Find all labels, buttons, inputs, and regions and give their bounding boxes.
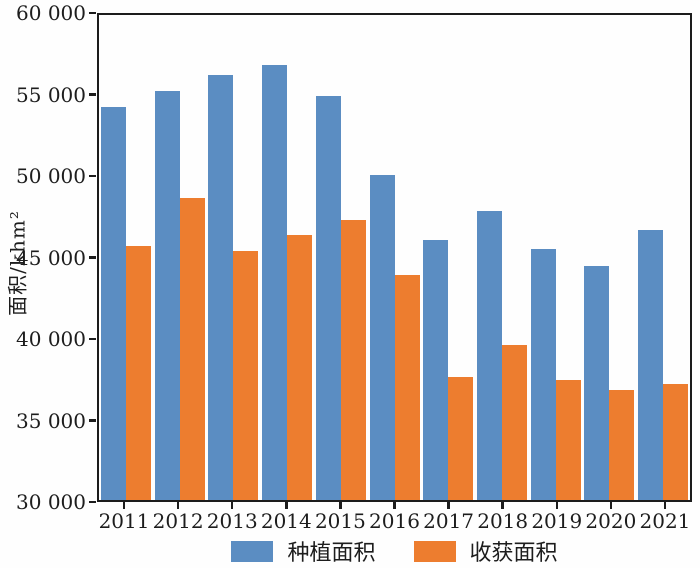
y-tick-label: 55 000 [16, 82, 86, 107]
bar-种植面积-2012 [154, 90, 180, 500]
x-tick-mark [393, 502, 396, 509]
x-tick-label: 2017 [423, 509, 475, 533]
bar-group-2013 [206, 15, 260, 500]
bar-收获面积-2011 [125, 246, 151, 500]
bar-种植面积-2015 [315, 95, 341, 500]
bar-种植面积-2017 [423, 239, 449, 500]
bar-收获面积-2019 [555, 380, 581, 500]
bar-group-2018 [475, 15, 529, 500]
y-tick-mark [89, 419, 96, 422]
y-tick-mark [89, 500, 96, 504]
legend-swatch-收获面积 [413, 540, 456, 562]
x-tick-label: 2018 [477, 509, 529, 533]
x-tick-label: 2012 [152, 509, 204, 533]
legend-item-种植面积: 种植面积 [231, 535, 376, 567]
bar-group-2020 [583, 15, 637, 500]
y-tick-label: 60 000 [16, 1, 86, 25]
bar-group-2012 [153, 15, 207, 500]
y-tick-label: 35 000 [16, 408, 86, 433]
bar-group-2015 [314, 15, 368, 500]
bar-收获面积-2014 [287, 234, 313, 500]
bar-种植面积-2013 [208, 74, 234, 500]
x-tick-mark [176, 502, 180, 509]
bar-group-2019 [529, 15, 583, 500]
x-tick-mark [663, 502, 667, 509]
x-tick-mark [555, 502, 559, 509]
bar-收获面积-2016 [394, 275, 420, 500]
bar-group-2011 [99, 15, 153, 500]
bar-种植面积-2014 [262, 65, 288, 500]
y-tick-label: 30 000 [16, 490, 86, 514]
x-tick-mark [609, 502, 613, 509]
x-tick-label: 2011 [98, 509, 150, 533]
bars-layer [99, 15, 690, 500]
bar-group-2017 [421, 15, 475, 500]
bar-收获面积-2015 [340, 220, 366, 500]
bar-收获面积-2017 [448, 377, 474, 500]
y-tick-label: 45 000 [16, 245, 86, 270]
bar-group-2016 [368, 15, 422, 500]
x-tick-label: 2020 [585, 509, 637, 533]
y-tick-mark [89, 93, 96, 96]
x-tick-mark [230, 502, 234, 509]
y-tick-mark [89, 11, 96, 15]
y-tick-label: 40 000 [16, 327, 86, 351]
x-tick-label: 2021 [639, 509, 691, 533]
x-tick-mark [122, 502, 126, 509]
y-tick-mark [89, 256, 96, 259]
legend-item-收获面积: 收获面积 [413, 535, 558, 567]
y-tick-mark [89, 174, 96, 178]
x-tick-mark [447, 502, 450, 509]
x-tick-mark [501, 502, 504, 509]
bar-group-2021 [636, 15, 690, 500]
legend-label-种植面积: 种植面积 [287, 541, 376, 566]
legend-swatch-种植面积 [231, 540, 274, 562]
x-tick-mark [339, 502, 342, 509]
plot-area [97, 13, 692, 502]
bar-收获面积-2018 [502, 344, 527, 500]
x-tick-label: 2019 [531, 509, 583, 533]
bar-收获面积-2020 [609, 390, 635, 500]
bar-group-2014 [260, 15, 314, 500]
legend: 种植面积 收获面积 [97, 535, 692, 567]
legend-label-收获面积: 收获面积 [469, 541, 558, 566]
bar-种植面积-2011 [100, 107, 126, 500]
bar-收获面积-2021 [663, 383, 689, 500]
bar-种植面积-2020 [584, 265, 610, 500]
bar-种植面积-2019 [530, 249, 556, 500]
x-tick-label: 2015 [314, 509, 366, 533]
x-tick-label: 2014 [260, 509, 312, 533]
bar-收获面积-2013 [233, 251, 259, 500]
bar-收获面积-2012 [179, 197, 205, 500]
bar-种植面积-2021 [638, 230, 664, 500]
x-tick-label: 2013 [206, 509, 258, 533]
y-tick-label: 50 000 [16, 164, 86, 188]
bar-种植面积-2018 [477, 210, 502, 500]
x-tick-mark [285, 502, 288, 509]
bar-种植面积-2016 [369, 175, 395, 500]
x-tick-label: 2016 [369, 509, 420, 533]
y-tick-mark [89, 337, 96, 341]
